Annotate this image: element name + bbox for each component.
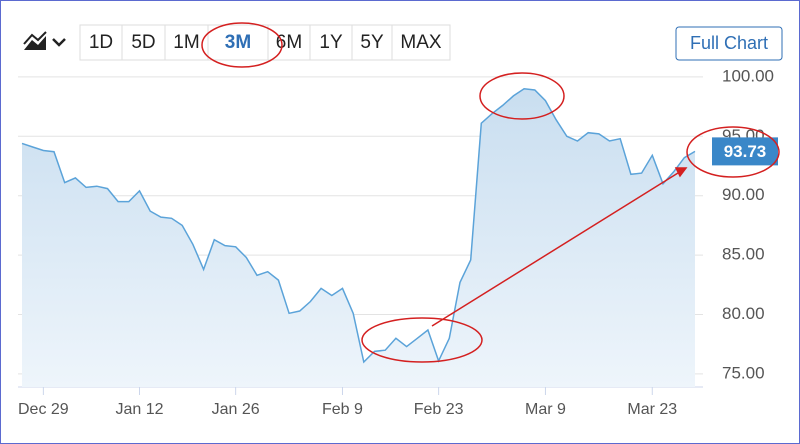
range-button-bg[interactable] (207, 24, 269, 61)
full-chart-bg[interactable] (675, 26, 783, 61)
range-button-bg[interactable] (121, 24, 166, 61)
annotations (201, 22, 780, 363)
area-fill (22, 88, 695, 388)
range-button-label[interactable]: 3M (225, 32, 251, 53)
x-tick-label: Feb 9 (322, 401, 363, 418)
y-tick-label: 80.00 (722, 304, 765, 323)
range-button-bg[interactable] (267, 24, 311, 61)
full-chart-button[interactable]: Full Chart (675, 26, 783, 61)
y-tick-label: 90.00 (722, 185, 765, 204)
y-tick-label: 100.00 (722, 66, 774, 85)
range-button[interactable]: 1M (164, 24, 209, 61)
range-button-label[interactable]: MAX (400, 32, 442, 53)
price-line (21, 88, 696, 364)
x-tick-label: Jan 12 (115, 401, 163, 418)
range-button-label[interactable]: 5D (131, 32, 155, 53)
x-tick-label: Mar 9 (525, 401, 566, 418)
chart-layer: 1D 5D 1M 3M 6M 1Y 5Y MAX Full Chart 75.00 80.00 85.… (18, 24, 783, 418)
range-button[interactable]: 6M (267, 24, 311, 61)
x-tick-label: Feb 23 (414, 401, 464, 418)
range-button-bg[interactable] (164, 24, 209, 61)
last-price-label: 93.73 (724, 142, 767, 161)
range-button[interactable]: 1Y (309, 24, 353, 61)
range-button[interactable]: MAX (391, 24, 451, 61)
x-tick-label: Dec 29 (18, 401, 69, 418)
range-button-bg[interactable] (391, 24, 451, 61)
range-button-bg[interactable] (351, 24, 393, 61)
last-price-badge (712, 137, 778, 166)
range-button[interactable]: 3M (207, 24, 269, 61)
y-tick-label: 85.00 (722, 245, 765, 264)
x-tick-label: Jan 26 (212, 401, 260, 418)
range-button[interactable]: 5D (121, 24, 166, 61)
full-chart-label[interactable]: Full Chart (690, 33, 768, 53)
x-tick-label: Mar 23 (627, 401, 677, 418)
range-button-label[interactable]: 1M (173, 32, 199, 53)
y-tick-label: 75.00 (722, 363, 765, 382)
range-button-label[interactable]: 5Y (360, 32, 384, 53)
range-button[interactable]: 1D (79, 24, 123, 61)
range-button-label[interactable]: 6M (276, 32, 302, 53)
range-button[interactable]: 5Y (351, 24, 393, 61)
range-button-label[interactable]: 1D (89, 32, 113, 53)
chart-type-icon[interactable] (23, 31, 66, 50)
range-button-label[interactable]: 1Y (319, 32, 343, 53)
range-button-bg[interactable] (79, 24, 123, 61)
range-button-bg[interactable] (309, 24, 353, 61)
